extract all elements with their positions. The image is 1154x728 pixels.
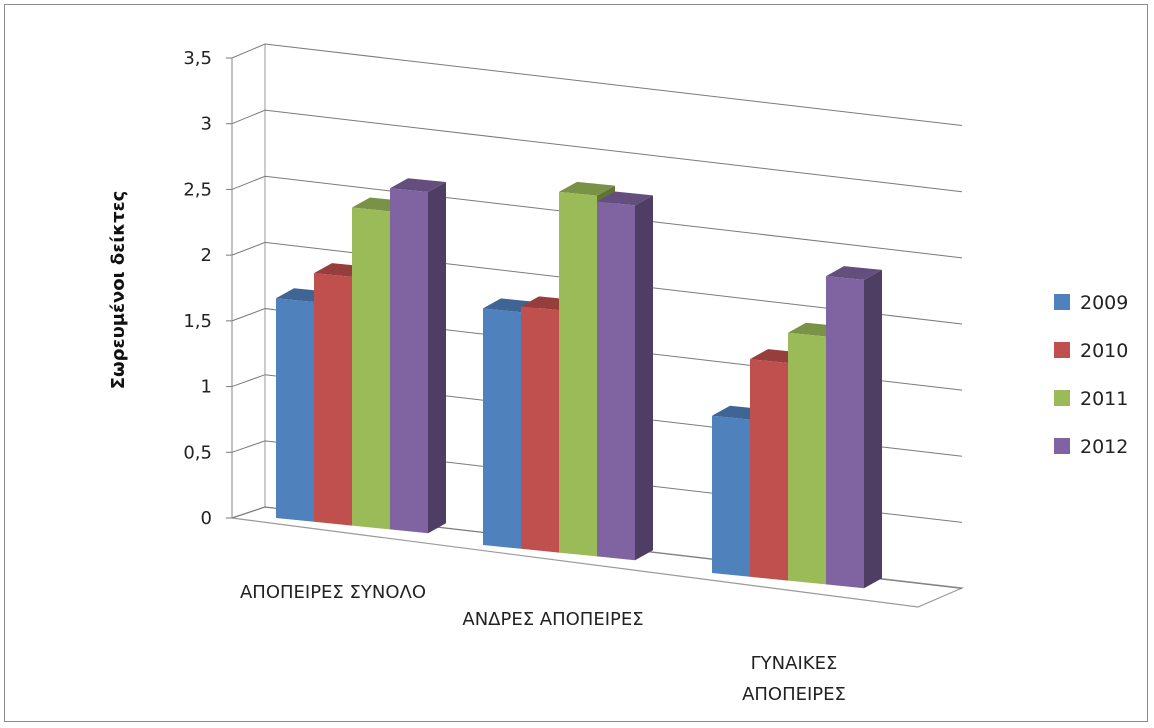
bars [276,178,882,589]
legend-label-2011: 2011 [1080,388,1128,410]
bar-front [559,191,597,557]
bar-front [750,359,788,581]
gridline [231,175,963,259]
y-tick-label: 0 [201,508,212,529]
bar-front [826,276,864,589]
y-tick-label: 2,5 [183,179,212,200]
bar-side [635,195,653,561]
bar-top [597,191,653,206]
legend-label-2010: 2010 [1080,340,1128,362]
gridline [231,43,963,127]
category-label: ΑΝΔΡΕΣ ΑΠΟΠΕΙΡΕΣ [462,609,643,630]
bar-2012-3 [826,266,882,589]
bar-side [864,269,882,589]
bar-2012-1 [390,178,446,534]
bar-top [390,178,446,193]
legend-swatch-2012 [1054,438,1070,454]
y-tick-label: 3 [201,114,212,135]
bar-top [826,266,882,280]
legend-swatch-2011 [1054,390,1070,406]
gridline [231,308,963,391]
y-tick-label: 1 [201,377,212,398]
gridline [231,109,963,193]
y-tick-label: 0,5 [183,442,212,463]
bar-front [390,188,428,534]
bar-front [597,201,635,561]
category-labels: ΑΠΟΠΕΙΡΕΣ ΣΥΝΟΛΟ ΑΝΔΡΕΣ ΑΠΟΠΕΙΡΕΣ ΓΥΝΑΙΚΕΣ… [240,582,846,705]
bar-front [276,298,314,522]
bar-side [428,182,446,534]
bar-front [483,308,521,549]
gridline [231,241,963,325]
legend-swatch-2010 [1054,342,1070,358]
legend-label-2009: 2009 [1080,292,1128,314]
category-label: ΑΠΟΠΕΙΡΕΣ [742,684,846,705]
y-tick-labels: 0 0,5 1 1,5 2 2,5 3 3,5 [183,48,212,529]
y-tick-label: 3,5 [183,48,212,69]
category-label: ΑΠΟΠΕΙΡΕΣ ΣΥΝΟΛΟ [240,582,426,603]
y-axis-label: Σωρευμένοι δείκτες [108,191,129,390]
category-label: ΓΥΝΑΙΚΕΣ [751,653,838,674]
y-tick-label: 2 [201,245,212,266]
y-tick-label: 1,5 [183,311,212,332]
legend-swatch-2009 [1054,294,1070,310]
bar-front [314,273,352,526]
legend: 2009 2010 2011 2012 [1054,292,1128,458]
bar-front [521,306,559,553]
bar-top [559,181,615,196]
bar-front [788,332,826,585]
bar-front [712,415,750,577]
bar-2012-2 [597,191,653,561]
legend-label-2012: 2012 [1080,436,1128,458]
bar-front [352,207,390,530]
